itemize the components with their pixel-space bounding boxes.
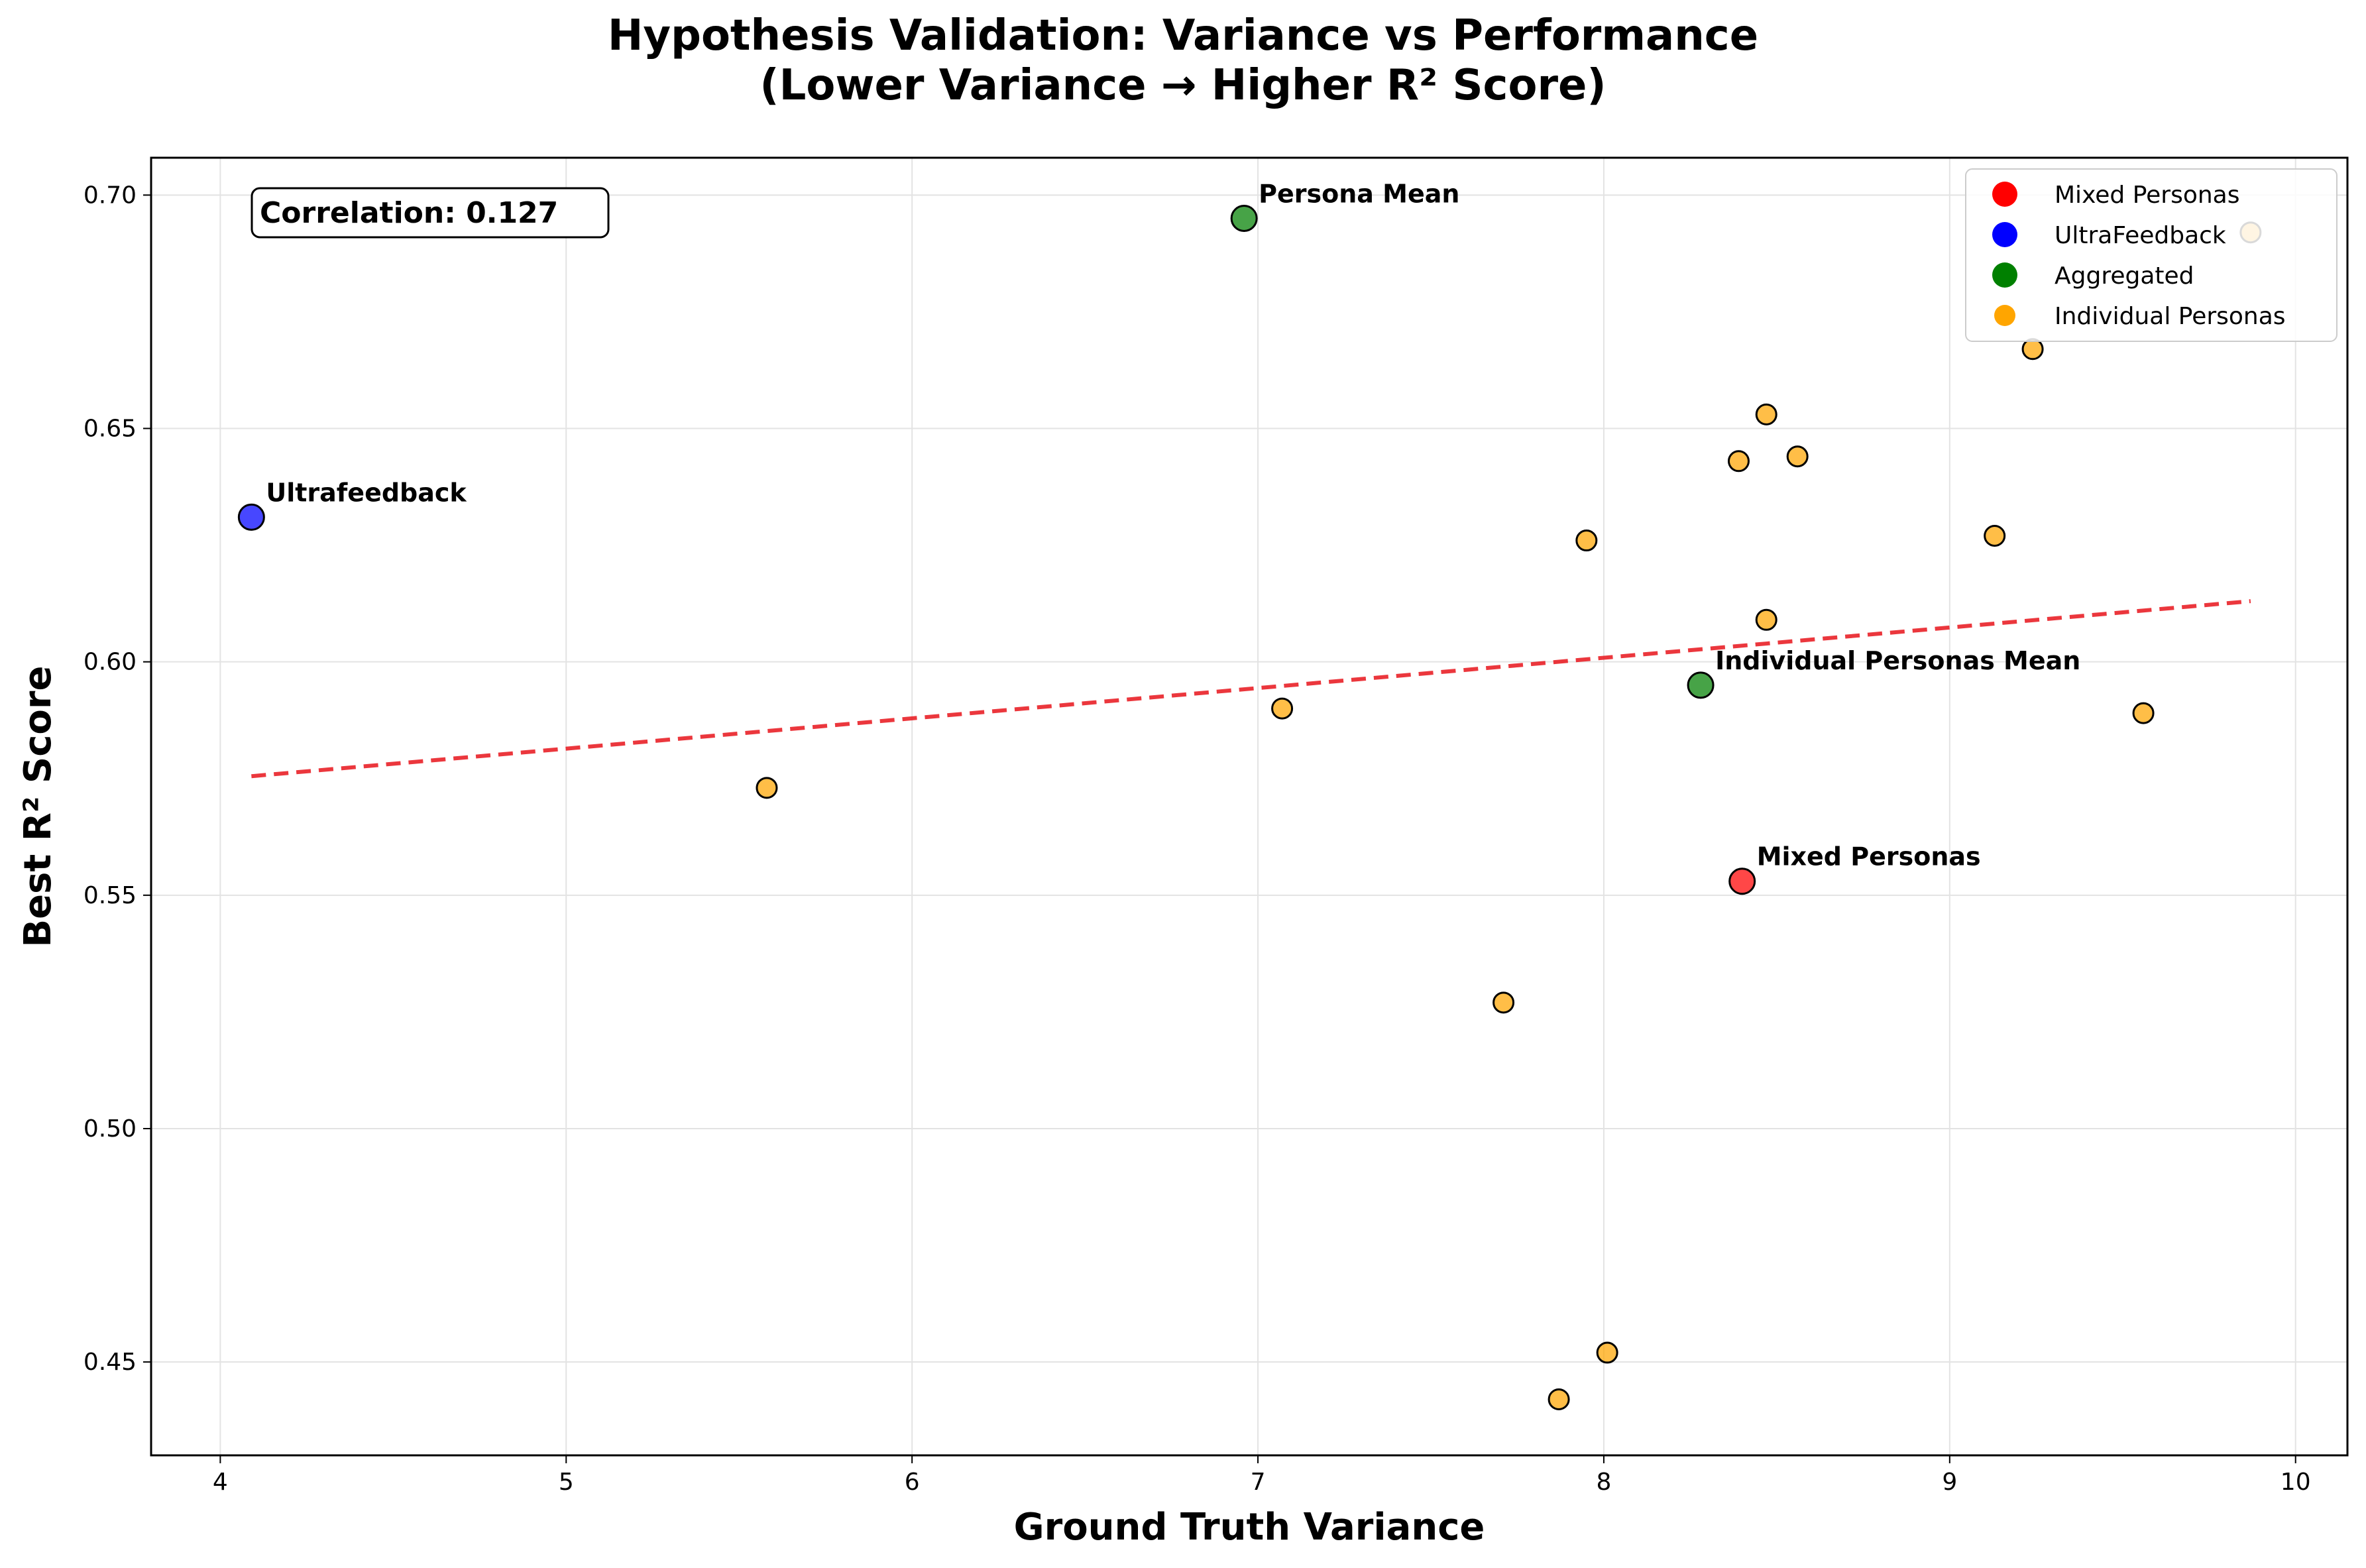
chart-title: Hypothesis Validation: Variance vs Perfo… [608,11,1758,60]
y-axis-label: Best R² Score [17,665,60,947]
data-point [1786,445,1809,468]
legend: Mixed Personas UltraFeedback Aggregated Ind… [1965,168,2338,342]
x-axis-label: Ground Truth Variance [1014,1506,1485,1549]
x-tick-label: 4 [213,1469,228,1496]
point-annotation: Mixed Personas [1757,842,1981,871]
point-annotation: Ultrafeedback [266,478,467,507]
chart-subtitle: (Lower Variance → Higher R² Score) [760,61,1606,110]
x-tick-label: 9 [1942,1469,1957,1496]
y-tick-label: 0.70 [84,182,137,209]
x-tick-label: 7 [1251,1469,1266,1496]
data-point [1575,530,1598,552]
y-tick-label: 0.50 [84,1115,137,1143]
correlation-label: Correlation: 0.127 [260,196,558,230]
data-point [1271,697,1294,720]
y-tick-label: 0.65 [84,416,137,443]
x-tick-label: 10 [2281,1469,2311,1496]
legend-marker [1994,305,2015,326]
legend-label: UltraFeedback [2055,222,2226,249]
data-point [1727,450,1750,473]
x-tick-label: 8 [1596,1469,1611,1496]
grid-lines [151,158,2347,1455]
data-point [1548,1388,1570,1410]
plot-frame [150,156,2349,1457]
point-annotation: Persona Mean [1259,180,1459,209]
legend-label: Mixed Personas [2055,182,2240,209]
data-point [1755,403,1777,425]
data-point [1596,1341,1618,1364]
correlation-box: Correlation: 0.127 [251,187,610,239]
trendline [251,599,2251,779]
data-point [2021,338,2044,361]
axis-ticks: 4 5 6 7 8 9 10 0.45 0.50 0.55 0.60 0.65 0.70 [84,182,2311,1496]
legend-marker [1992,182,2017,207]
point-annotations: Mixed Personas Ultrafeedback Persona Mean I… [266,180,2080,871]
data-point [1493,991,1515,1014]
data-point [1728,868,1756,895]
data-point [1984,524,2006,547]
data-point [1755,608,1777,631]
data-point [1687,671,1715,699]
data-point [237,503,265,531]
trendline-group [251,599,2251,779]
legend-marker [1992,222,2017,247]
y-tick-label: 0.60 [84,649,137,676]
data-point [756,777,778,799]
legend-marker [1992,262,2017,288]
y-tick-label: 0.55 [84,882,137,909]
data-point [2132,702,2155,724]
legend-label: Individual Personas [2055,303,2286,330]
data-point [1230,205,1258,233]
point-annotation: Individual Personas Mean [1715,646,2080,675]
x-tick-label: 5 [559,1469,574,1496]
data-points [237,205,2262,1410]
y-tick-label: 0.45 [84,1349,137,1376]
x-tick-label: 6 [905,1469,920,1496]
legend-label: Aggregated [2055,262,2194,290]
